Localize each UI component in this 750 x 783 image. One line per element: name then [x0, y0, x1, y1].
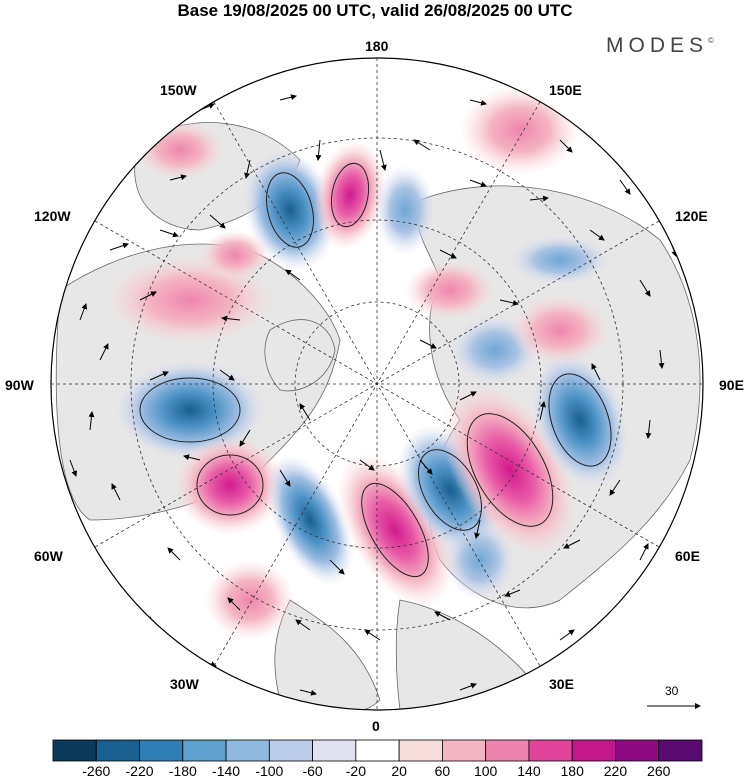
colorbar-tick-label: -60 [302, 763, 323, 779]
colorbar-swatch [398, 739, 443, 762]
colorbar-tick-label: 140 [517, 763, 541, 779]
contour-lines [139, 162, 612, 578]
colorbar-tick-label: -180 [168, 763, 197, 779]
colorbar-swatch [52, 739, 97, 762]
colorbar-swatch [485, 739, 530, 762]
colorbar [52, 739, 703, 762]
colorbar-tick-label: -260 [82, 763, 111, 779]
lon-label-120e: 120E [675, 208, 708, 224]
lon-label-120w: 120W [34, 208, 71, 224]
colorbar-swatch [528, 739, 573, 762]
colorbar-tick-label: 20 [391, 763, 407, 779]
colorbar-tick-label: 60 [434, 763, 451, 779]
colorbar-tick-label: -100 [255, 763, 284, 779]
colorbar-tick-label: -140 [212, 763, 241, 779]
colorbar-tick-label: 180 [560, 763, 584, 779]
lon-label-30e: 30E [549, 676, 574, 692]
colorbar-swatch [615, 739, 660, 762]
map-title: Base 19/08/2025 00 UTC, valid 26/08/2025… [177, 1, 573, 20]
colorbar-swatch [95, 739, 140, 762]
colorbar-tick-label: 100 [473, 763, 498, 779]
colorbar-swatch [139, 739, 184, 762]
lon-label-180: 180 [365, 38, 389, 54]
colorbar-tick-label: -220 [125, 763, 154, 779]
colorbar-tick-label: -20 [345, 763, 366, 779]
colorbar-swatch [312, 739, 357, 762]
colorbar-tick-label: 220 [603, 763, 628, 779]
brand-logo: MODES© [606, 34, 714, 57]
colorbar-swatch [571, 739, 616, 762]
colorbar-swatch [658, 739, 703, 762]
lon-label-90w: 90W [5, 377, 34, 393]
lon-label-90e: 90E [719, 377, 744, 393]
graticule [51, 58, 703, 710]
colorbar-swatch [441, 739, 487, 762]
lon-label-150w: 150W [160, 82, 197, 98]
colorbar-swatch [182, 739, 227, 762]
colorbar-swatch [225, 739, 270, 762]
lon-label-150e: 150E [549, 82, 582, 98]
colorbar-swatch [355, 739, 400, 762]
lon-label-60w: 60W [34, 548, 63, 564]
lon-label-0: 0 [372, 718, 380, 734]
colorbar-swatch [268, 739, 314, 762]
reference-vector-label: 30 [665, 684, 679, 698]
map-border [50, 57, 704, 711]
lon-label-60e: 60E [675, 548, 700, 564]
colorbar-tick-label: 260 [647, 763, 671, 779]
lon-label-30w: 30W [170, 676, 199, 692]
